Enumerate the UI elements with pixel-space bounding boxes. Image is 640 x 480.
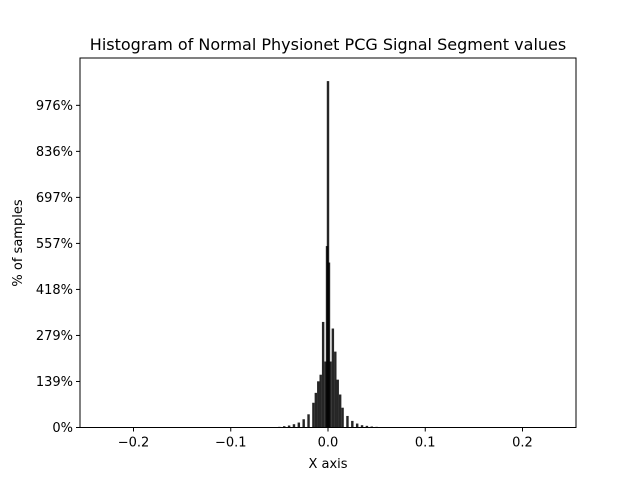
histogram-bar — [312, 402, 315, 428]
y-axis-label: % of samples — [11, 199, 26, 286]
histogram-bar — [321, 321, 325, 428]
histogram-bar — [360, 425, 364, 428]
y-tick-label: 139% — [36, 375, 73, 390]
histogram-bars — [268, 81, 388, 428]
histogram-bar — [327, 262, 331, 428]
histogram-bar — [292, 424, 296, 428]
histogram-bar — [326, 81, 330, 428]
x-tick-label: 0.1 — [415, 436, 436, 451]
y-tick-label: 976% — [36, 99, 73, 114]
histogram-bar — [297, 422, 301, 428]
x-tick-label: −0.1 — [215, 436, 247, 451]
histogram-bar — [351, 420, 354, 428]
histogram-bar — [314, 392, 318, 428]
histogram-bar — [334, 351, 337, 428]
x-axis-label: X axis — [308, 457, 347, 472]
histogram-bar — [302, 419, 305, 428]
histogram-bar — [355, 423, 359, 428]
histogram-bar — [341, 407, 344, 428]
x-tick-label: 0.0 — [318, 436, 339, 451]
x-axis-ticks: −0.2 −0.1 0.0 0.1 0.2 — [118, 427, 533, 451]
histogram-bar — [338, 394, 342, 428]
histogram-bar — [331, 328, 335, 428]
histogram-bar — [324, 361, 327, 428]
histogram-bar — [287, 425, 291, 428]
y-tick-label: 836% — [36, 145, 73, 160]
plot-frame — [79, 57, 577, 428]
x-tick-label: −0.2 — [118, 436, 150, 451]
histogram-bar — [336, 379, 339, 428]
histogram-bar — [319, 374, 322, 428]
y-tick-label: 0% — [52, 421, 73, 436]
y-tick-label: 697% — [36, 191, 73, 206]
y-tick-label: 279% — [36, 329, 73, 344]
y-tick-label: 418% — [36, 283, 73, 298]
histogram-bar — [283, 426, 286, 428]
histogram-bar — [317, 381, 320, 428]
x-tick-label: 0.2 — [512, 436, 533, 451]
y-tick-label: 557% — [36, 237, 73, 252]
histogram-bar — [365, 425, 369, 428]
chart-title: Histogram of Normal Physionet PCG Signal… — [90, 35, 566, 54]
y-axis-ticks: 0% 139% 279% 418% 557% 697% 836% 976% — [36, 99, 80, 436]
histogram-bar — [329, 361, 332, 428]
histogram-bar — [307, 414, 310, 428]
histogram-bar — [346, 415, 349, 428]
